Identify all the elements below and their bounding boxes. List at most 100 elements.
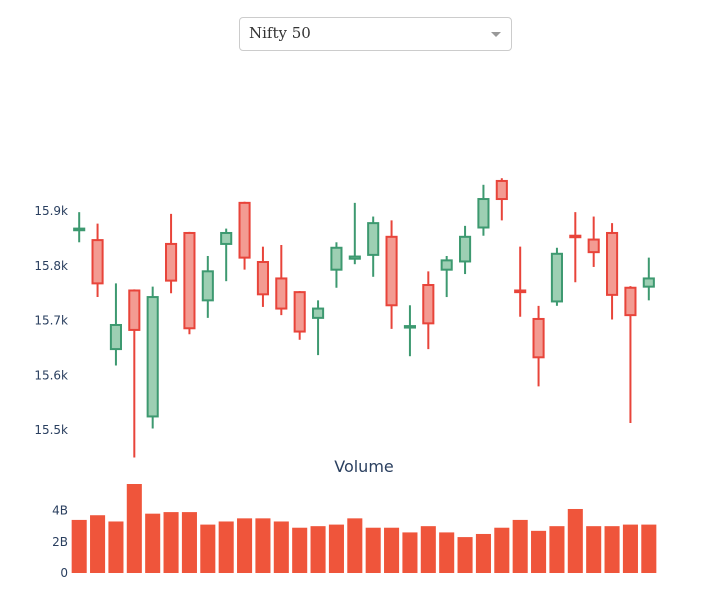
volume-bar	[457, 537, 473, 573]
volume-bar	[90, 515, 106, 573]
volume-bar	[567, 508, 583, 573]
candle-body	[109, 323, 122, 351]
candle	[642, 257, 655, 301]
candle	[330, 242, 343, 288]
candle	[495, 178, 508, 221]
y-tick-label: 15.6k	[34, 368, 68, 382]
candle	[220, 228, 233, 282]
volume-tick-label: 4B	[52, 504, 68, 518]
volume-bar	[292, 527, 308, 573]
candlestick-y-axis: 15.5k 15.6k 15.7k 15.8k 15.9k	[34, 204, 68, 437]
candle-body	[587, 238, 600, 254]
candle-body	[146, 296, 159, 418]
candle-body	[403, 325, 416, 329]
volume-bar	[494, 527, 510, 573]
candle-body	[330, 246, 343, 271]
candle-body	[367, 222, 380, 256]
candle-body	[514, 289, 527, 294]
volume-bar	[586, 526, 602, 573]
volume-bar	[237, 518, 253, 573]
volume-bar	[347, 518, 363, 573]
dropdown-selected-value: Nifty 50	[249, 24, 311, 42]
candle	[275, 245, 288, 316]
candle-body	[477, 198, 490, 229]
candle-body	[73, 227, 86, 232]
volume-series	[71, 484, 657, 573]
volume-bar	[328, 524, 344, 573]
candle	[348, 202, 361, 265]
volume-bar	[218, 521, 234, 573]
candle	[477, 184, 490, 236]
candle-body	[220, 231, 233, 245]
volume-bar	[439, 532, 455, 573]
candle	[624, 286, 637, 424]
candle-body	[569, 234, 582, 239]
candle-body	[165, 242, 178, 282]
candle-body	[606, 231, 619, 296]
volume-bar	[273, 521, 289, 573]
volume-bar	[126, 484, 142, 573]
candle-body	[312, 307, 325, 319]
volume-subplot-title: Volume	[334, 457, 394, 476]
candle	[403, 305, 416, 357]
volume-bar	[108, 521, 124, 573]
candle-body	[293, 291, 306, 333]
volume-bar	[475, 533, 491, 573]
candle-body	[128, 289, 141, 331]
candle	[256, 246, 269, 307]
candle	[201, 255, 214, 318]
candle	[146, 286, 159, 429]
candle	[440, 255, 453, 298]
candle	[514, 246, 527, 317]
volume-bar	[145, 513, 161, 573]
volume-bar	[365, 527, 381, 573]
volume-y-axis: 0 2B 4B	[52, 504, 68, 580]
candle	[128, 289, 141, 458]
candle	[459, 225, 472, 275]
y-tick-label: 15.7k	[34, 314, 68, 328]
volume-bar	[549, 526, 565, 573]
candle	[312, 300, 325, 356]
candle-body	[183, 231, 196, 330]
volume-bar	[512, 519, 528, 573]
candle-body	[238, 201, 251, 259]
chevron-down-icon[interactable]	[491, 32, 501, 37]
volume-bar	[420, 526, 436, 573]
candle	[550, 247, 563, 306]
candle	[91, 223, 104, 298]
candle-body	[91, 239, 104, 285]
volume-bar	[531, 530, 547, 573]
candle-body	[275, 277, 288, 310]
candle	[238, 201, 251, 270]
candle-body	[201, 270, 214, 302]
candle-body	[532, 317, 545, 359]
candle-body	[385, 235, 398, 307]
candle	[183, 231, 196, 335]
candle	[73, 212, 86, 243]
candle	[367, 216, 380, 277]
volume-bar	[71, 519, 87, 573]
volume-bar	[402, 532, 418, 573]
volume-bar	[310, 526, 326, 573]
candle-body	[256, 261, 269, 296]
volume-bar	[181, 512, 197, 573]
volume-bar	[641, 524, 657, 573]
candle-body	[624, 286, 637, 317]
candle-body	[422, 284, 435, 325]
candle-body	[348, 255, 361, 260]
candle	[165, 213, 178, 294]
candle	[569, 212, 582, 283]
volume-bar	[163, 512, 179, 573]
candle-body	[642, 277, 655, 288]
candle	[532, 305, 545, 387]
candle-body	[495, 179, 508, 201]
index-dropdown[interactable]: Nifty 50	[239, 17, 512, 51]
volume-bar	[200, 524, 216, 573]
y-tick-label: 15.5k	[34, 423, 68, 437]
volume-tick-label: 2B	[52, 535, 68, 549]
candle	[606, 223, 619, 320]
volume-bar	[604, 526, 620, 573]
volume-tick-label: 0	[60, 566, 68, 580]
volume-bar	[622, 524, 638, 573]
